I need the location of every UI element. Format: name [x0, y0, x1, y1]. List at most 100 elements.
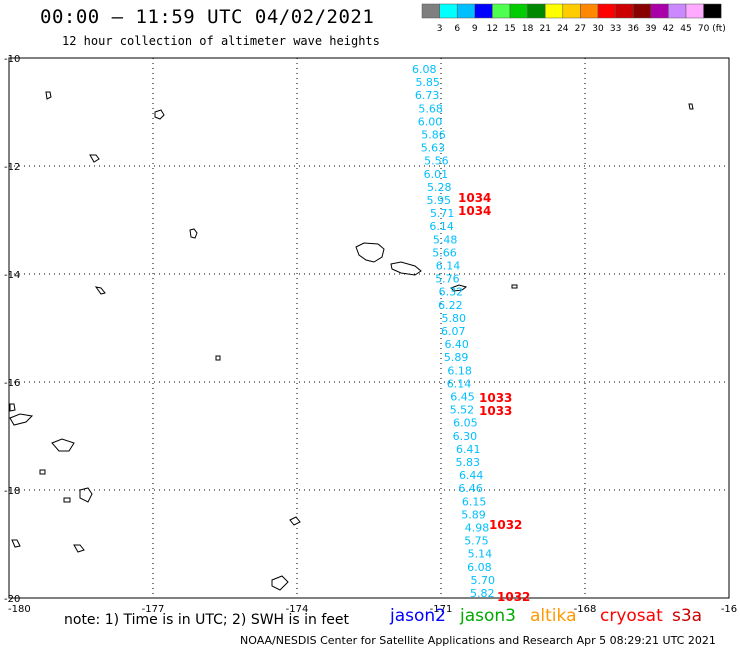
- observation-time-label: 1032: [497, 590, 530, 604]
- island-small-9: [63, 497, 71, 503]
- legend-tick-label: 70: [698, 24, 710, 34]
- wave-height-label: 5.83: [456, 456, 481, 469]
- observation-time-label: 1034: [458, 191, 491, 205]
- satellite-cryosat-label: cryosat: [600, 606, 663, 626]
- wave-height-label: 5.70: [471, 574, 496, 587]
- island-small-2: [189, 228, 198, 239]
- wave-height-label: 5.82: [470, 587, 495, 600]
- island-tonga-3: [271, 575, 289, 591]
- legend-tick-label: 27: [575, 24, 586, 34]
- legend-tick-label: 42: [663, 24, 674, 34]
- satellite-jason3-label: jason3: [460, 606, 516, 626]
- wave-height-label: 6.14: [447, 377, 472, 390]
- island-savaii: [355, 242, 385, 263]
- legend-tick-label: 24: [557, 24, 569, 34]
- wave-height-label: 6.22: [438, 299, 463, 312]
- observation-time-label: 1034: [458, 204, 491, 218]
- wave-height-label: 5.85: [415, 76, 440, 89]
- wave-height-label: 5.48: [433, 233, 458, 246]
- wave-height-label: 5.28: [427, 181, 452, 194]
- wave-height-label: 5.68: [418, 102, 443, 115]
- observation-time-label: 1033: [479, 391, 512, 405]
- wave-height-label: 5.14: [468, 548, 493, 561]
- legend-tick-label: 9: [472, 24, 478, 34]
- map-frame: [8, 57, 730, 599]
- wave-height-label: 6.30: [453, 430, 478, 443]
- wave-height-label: 6.01: [424, 168, 449, 181]
- wave-height-label: 6.40: [444, 338, 469, 351]
- legend-tick-label: 21: [539, 24, 550, 34]
- latitude-tick-label: -10: [4, 54, 20, 65]
- wave-height-label: 5.80: [442, 312, 467, 325]
- wave-height-label: 6.08: [467, 561, 492, 574]
- wave-height-label: 5.76: [435, 273, 460, 286]
- island-tonga-4: [73, 544, 85, 553]
- latitude-tick-label: -16: [4, 378, 20, 389]
- island-tonga-1: [79, 487, 93, 503]
- wave-height-label: 6.45: [450, 391, 475, 404]
- latitude-tick-label: -18: [4, 486, 20, 497]
- wave-height-label: 6.18: [447, 364, 472, 377]
- island-fiji-1: [9, 413, 34, 426]
- wave-height-label: 6.41: [456, 443, 481, 456]
- wave-height-label: 6.08: [412, 63, 437, 76]
- island-small-10: [39, 469, 46, 475]
- wave-height-label: 5.86: [421, 129, 446, 142]
- wave-height-label: 5.63: [421, 142, 446, 155]
- wave-height-label: 6.14: [436, 260, 461, 273]
- wave-height-label: 6.44: [459, 469, 484, 482]
- wave-height-label: 6.05: [453, 417, 478, 430]
- legend-tick-label: 12: [487, 24, 498, 34]
- legend-tick-label: 36: [627, 24, 639, 34]
- wave-height-label: 5.56: [424, 155, 449, 168]
- wave-height-label: 6.46: [458, 482, 483, 495]
- observation-time-label: 1032: [489, 518, 522, 532]
- satellite-jason2-label: jason2: [390, 606, 446, 626]
- wave-height-label: 5.95: [427, 194, 452, 207]
- longitude-tick-label: -174: [286, 604, 309, 615]
- wave-height-label: 5.71: [430, 207, 455, 220]
- legend-tick-label: 30: [592, 24, 604, 34]
- longitude-tick-label: -171: [430, 604, 453, 615]
- legend-tick-label: 15: [504, 24, 515, 34]
- satellite-altika-label: altika: [530, 606, 577, 626]
- island-small-7: [215, 355, 221, 361]
- longitude-tick-label: -16: [721, 604, 737, 615]
- wave-height-label: 5.52: [450, 404, 475, 417]
- island-small-6: [94, 286, 106, 295]
- wave-height-label: 6.07: [441, 325, 466, 338]
- satellite-s3a-label: s3a: [672, 606, 703, 626]
- wave-height-label: 6.14: [429, 220, 454, 233]
- latitude-tick-label: -14: [4, 270, 20, 281]
- legend-tick-label: 33: [610, 24, 621, 34]
- legend-tick-label: 39: [645, 24, 657, 34]
- longitude-tick-label: -168: [574, 604, 597, 615]
- island-small-8: [688, 103, 694, 110]
- island-small-4: [45, 91, 52, 100]
- legend-tick-label: 45: [680, 24, 691, 34]
- color-scale-legend: 3 6 9 12 15 18 21 24 27 30 33 36 39 42 45 70 (ft): [421, 3, 726, 34]
- map-canvas: -180 -177 -174 -171 -168 -16 -10 -12 -14 -16 -18 -2…: [4, 54, 737, 615]
- credit-line: NOAA/NESDIS Center for Satellite Applica…: [240, 634, 716, 647]
- island-small-5: [89, 154, 100, 163]
- wave-height-label: 5.89: [461, 508, 486, 521]
- island-fiji-3: [9, 403, 16, 412]
- longitude-tick-label: -180: [8, 604, 31, 615]
- longitude-tick-label: -177: [142, 604, 165, 615]
- map-title: 00:00 — 11:59 UTC 04/02/2021: [40, 6, 375, 28]
- wave-height-label: 5.66: [432, 246, 457, 259]
- wave-height-label: 6.15: [462, 495, 487, 508]
- wave-height-label: 6.00: [418, 115, 443, 128]
- wave-height-label: 6.32: [439, 286, 464, 299]
- island-fiji-2: [51, 438, 75, 452]
- map-subtitle: 12 hour collection of altimeter wave hei…: [62, 34, 380, 48]
- wave-height-label: 5.89: [444, 351, 469, 364]
- latitude-tick-label: -12: [4, 162, 20, 173]
- legend-tick-label: 18: [522, 24, 534, 34]
- island-upolu: [390, 261, 422, 276]
- island-tonga-5: [11, 539, 21, 548]
- island-small-3: [154, 109, 165, 120]
- legend-unit-label: (ft): [712, 24, 726, 34]
- wave-height-label: 6.73: [415, 89, 440, 102]
